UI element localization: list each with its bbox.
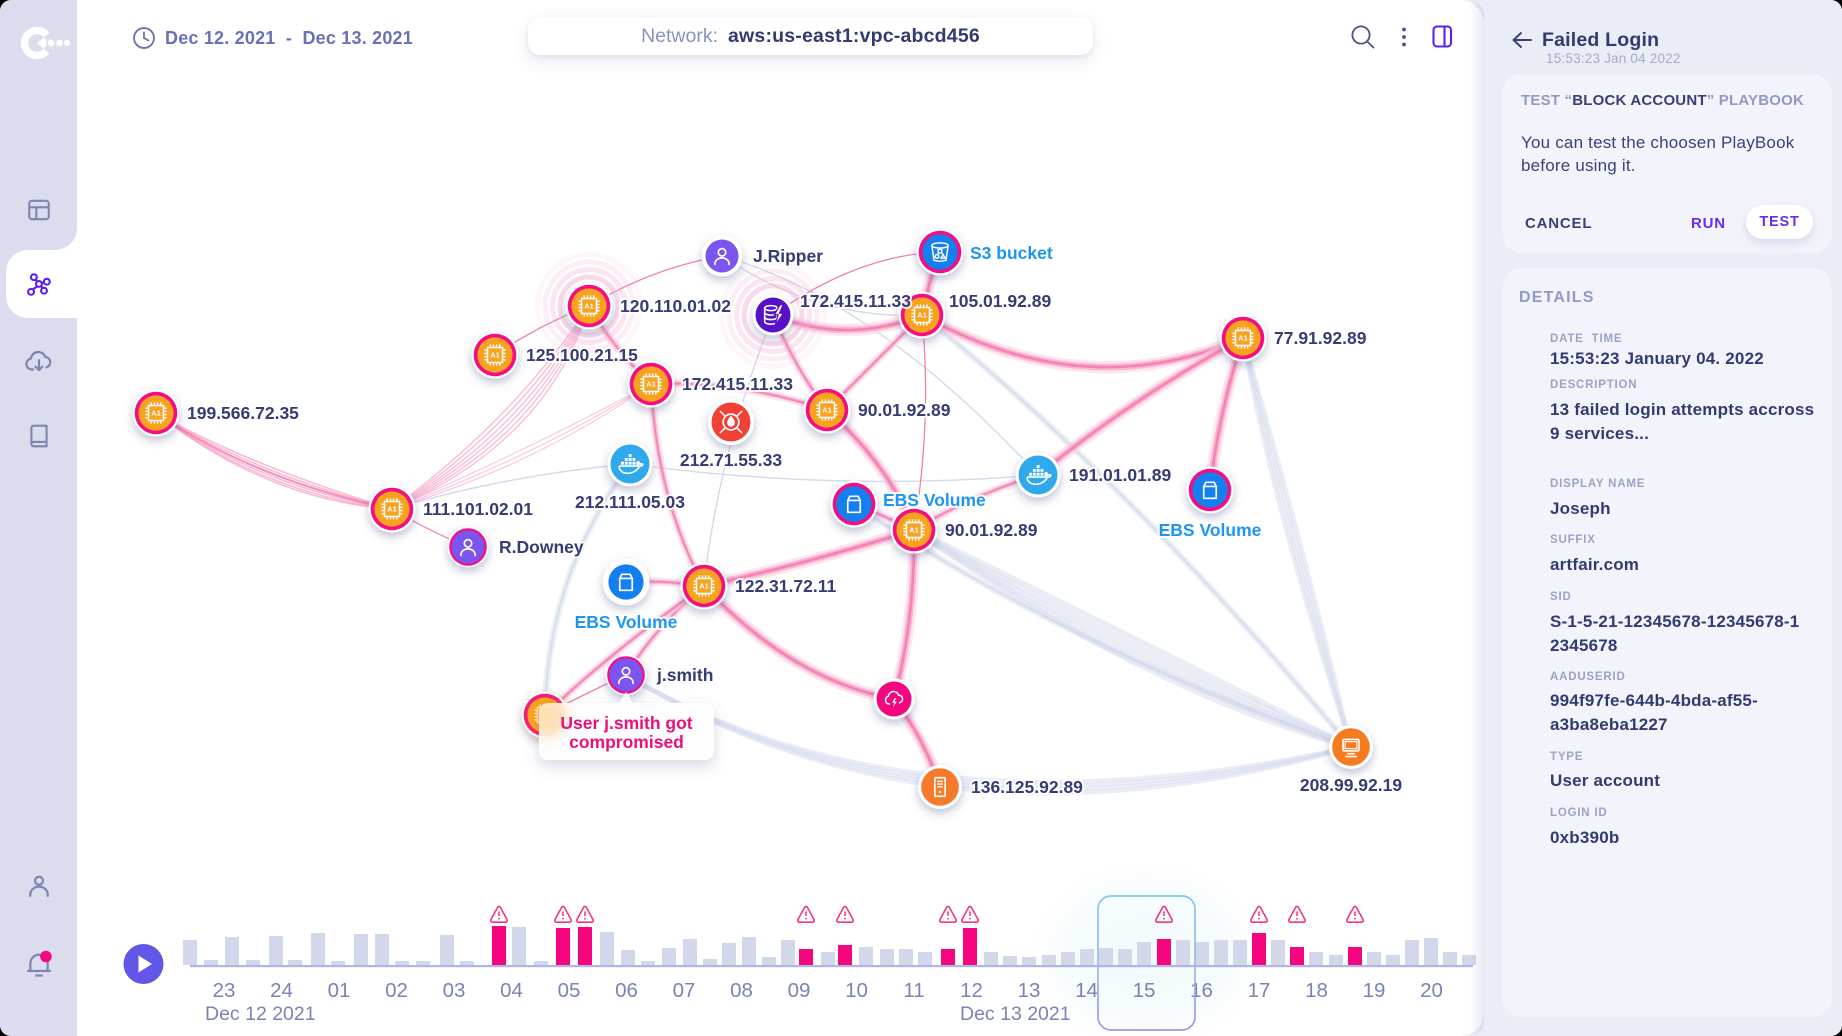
svg-text:EBS Volume: EBS Volume [883, 490, 986, 510]
svg-text:User j.smith got: User j.smith got [560, 713, 692, 733]
svg-text:EBS Volume: EBS Volume [1159, 520, 1262, 540]
svg-text:11: 11 [903, 979, 924, 1002]
svg-text:03: 03 [443, 979, 466, 1002]
svg-text:16: 16 [1190, 979, 1213, 1002]
svg-text:S3 bucket: S3 bucket [970, 243, 1053, 263]
svg-text:R.Downey: R.Downey [499, 537, 584, 557]
svg-text:105.01.92.89: 105.01.92.89 [949, 291, 1051, 311]
svg-text:04: 04 [500, 979, 523, 1002]
svg-text:136.125.92.89: 136.125.92.89 [971, 777, 1083, 797]
svg-text:Dec 12 2021: Dec 12 2021 [205, 1003, 316, 1025]
svg-text:02: 02 [385, 979, 408, 1002]
svg-text:08: 08 [730, 979, 753, 1002]
svg-text:172.415.11.33: 172.415.11.33 [800, 291, 911, 311]
svg-text:199.566.72.35: 199.566.72.35 [187, 403, 299, 423]
svg-text:122.31.72.11: 122.31.72.11 [735, 576, 836, 596]
svg-text:20: 20 [1420, 979, 1443, 1002]
svg-text:23: 23 [213, 979, 236, 1002]
svg-text:Dec 13 2021: Dec 13 2021 [960, 1003, 1071, 1025]
svg-text:17: 17 [1248, 979, 1271, 1002]
svg-text:208.99.92.19: 208.99.92.19 [1300, 775, 1402, 795]
svg-text:212.71.55.33: 212.71.55.33 [680, 450, 782, 470]
svg-text:10: 10 [845, 979, 868, 1002]
svg-text:125.100.21.15: 125.100.21.15 [526, 345, 638, 365]
svg-text:07: 07 [673, 979, 696, 1002]
svg-text:j.smith: j.smith [656, 665, 713, 685]
svg-text:14: 14 [1075, 979, 1098, 1002]
svg-text:191.01.01.89: 191.01.01.89 [1069, 465, 1171, 485]
svg-text:01: 01 [328, 979, 351, 1002]
svg-text:13: 13 [1018, 979, 1041, 1002]
svg-text:90.01.92.89: 90.01.92.89 [858, 400, 951, 420]
svg-text:120.110.01.02: 120.110.01.02 [620, 296, 731, 316]
svg-text:15: 15 [1133, 979, 1156, 1002]
svg-text:172.415.11.33: 172.415.11.33 [682, 374, 793, 394]
svg-text:compromised: compromised [569, 732, 684, 752]
svg-text:19: 19 [1363, 979, 1386, 1002]
svg-text:09: 09 [788, 979, 811, 1002]
svg-text:24: 24 [270, 979, 293, 1002]
svg-text:111.101.02.01: 111.101.02.01 [423, 499, 533, 519]
svg-text:06: 06 [615, 979, 638, 1002]
svg-text:05: 05 [558, 979, 581, 1002]
svg-text:J.Ripper: J.Ripper [753, 246, 823, 266]
svg-text:EBS Volume: EBS Volume [575, 612, 678, 632]
svg-text:90.01.92.89: 90.01.92.89 [945, 520, 1038, 540]
svg-text:77.91.92.89: 77.91.92.89 [1274, 328, 1367, 348]
svg-text:212.111.05.03: 212.111.05.03 [575, 492, 685, 512]
svg-text:12: 12 [960, 979, 983, 1002]
svg-text:18: 18 [1305, 979, 1328, 1002]
